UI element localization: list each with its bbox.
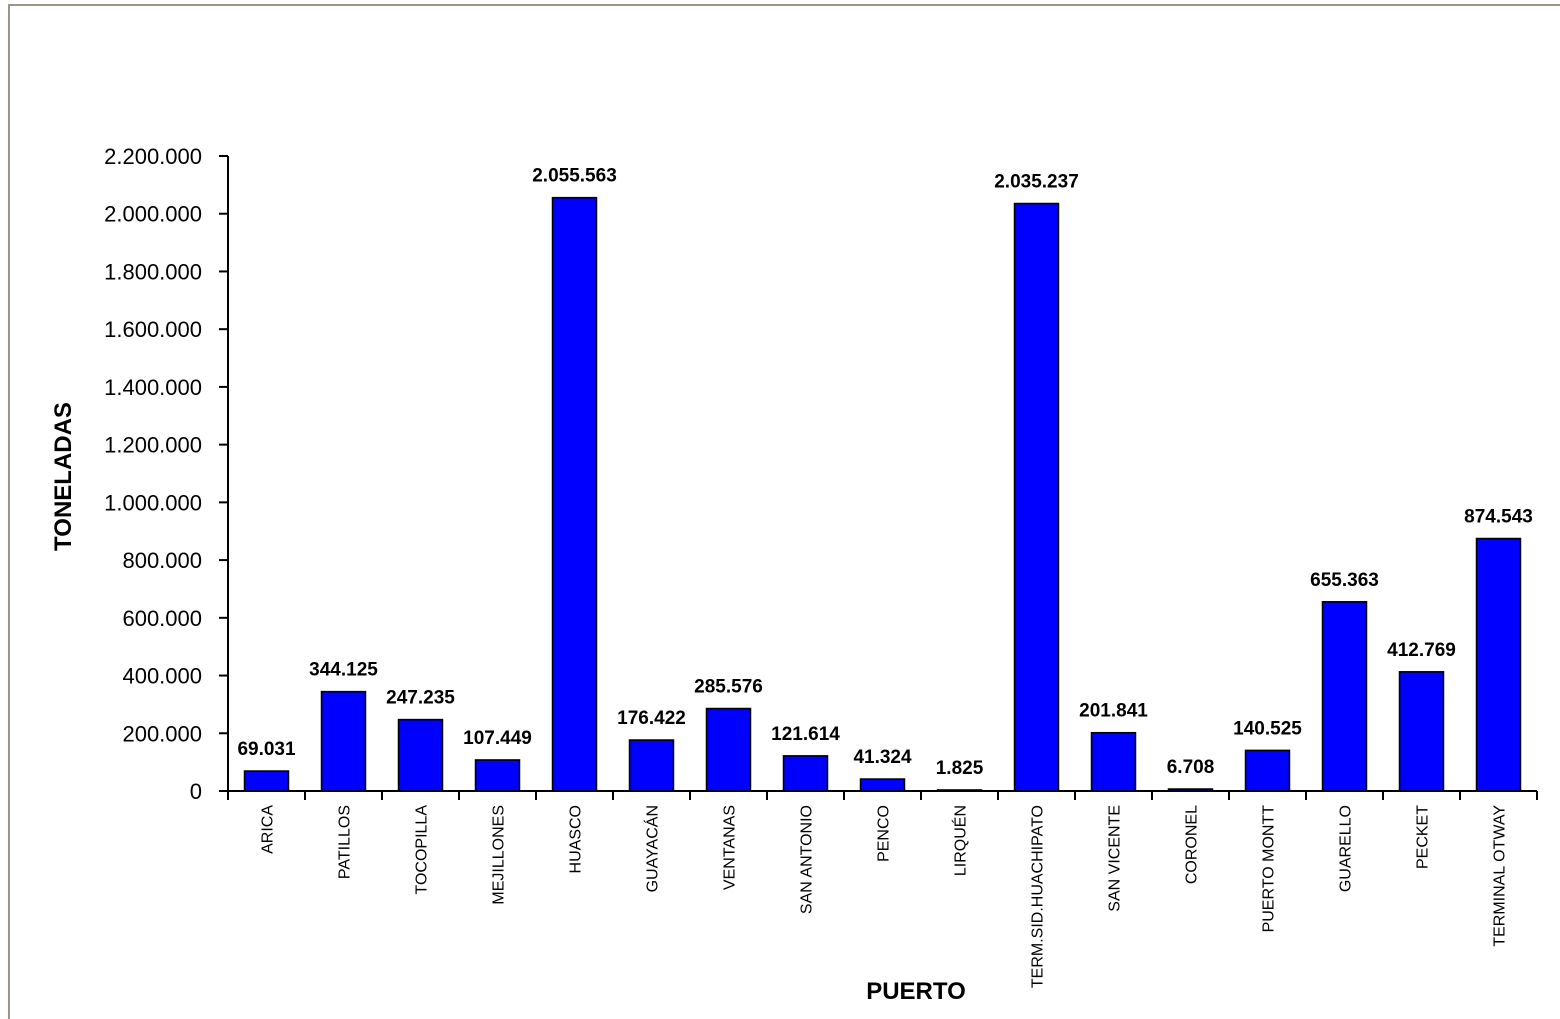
bar (705, 707, 752, 792)
data-label: 247.235 (386, 688, 455, 709)
data-label: 2.035.237 (994, 172, 1079, 193)
y-tick-label: 1.800.000 (104, 259, 202, 284)
y-tick-label: 0 (190, 779, 202, 804)
data-label: 655.363 (1310, 570, 1379, 591)
category-label: PUERTO MONTT (1261, 805, 1278, 933)
bar (936, 789, 983, 792)
category-label: GUAYACÁN (643, 805, 662, 892)
data-label: 107.449 (463, 728, 532, 749)
category-labels: ARICA PATILLOS TOCOPILLA MEJILLONES HUASCO GU… (260, 805, 1509, 988)
bar (1167, 788, 1214, 792)
y-axis: 0 200.000 400.000 600.000 800.000 1.000.000 1.… (104, 144, 229, 804)
bar (474, 759, 521, 792)
bar (397, 718, 444, 792)
y-tick-label: 1.600.000 (104, 317, 202, 342)
data-labels: 69.031 344.125 247.235 107.449 2.055.563 176.… (237, 166, 1532, 779)
y-tick-label: 1.000.000 (104, 490, 202, 515)
category-label: TOCOPILLA (414, 805, 431, 895)
bar (1321, 601, 1368, 792)
y-tick-label: 800.000 (122, 548, 202, 573)
category-label: MEJILLONES (491, 805, 508, 905)
bar (1398, 671, 1445, 792)
bar (320, 690, 367, 792)
bar (1013, 202, 1060, 792)
bar (1244, 749, 1291, 792)
bar (782, 755, 829, 792)
category-label: CORONEL (1184, 805, 1201, 884)
y-tick-label: 2.200.000 (104, 144, 202, 169)
data-label: 6.708 (1167, 757, 1215, 778)
y-tick-label: 400.000 (122, 664, 202, 689)
category-label: ARICA (260, 805, 277, 854)
bar (243, 770, 290, 792)
y-tick-label: 1.200.000 (104, 433, 202, 458)
category-label: PECKET (1415, 805, 1432, 869)
y-tick-label: 1.400.000 (104, 375, 202, 400)
data-label: 140.525 (1233, 718, 1302, 739)
data-label: 1.825 (936, 758, 984, 779)
data-label: 201.841 (1079, 701, 1148, 722)
bar (859, 778, 906, 792)
category-label: TERM.SID.HUACHIPATO (1030, 805, 1047, 988)
data-label: 41.324 (853, 747, 912, 768)
category-label: HUASCO (568, 805, 585, 873)
y-axis-title: TONELADAS (50, 402, 77, 551)
category-label: TERMINAL OTWAY (1492, 805, 1509, 947)
category-label: SAN VICENTE (1107, 805, 1124, 912)
category-label: PATILLOS (337, 805, 354, 879)
bar (1090, 731, 1137, 792)
data-label: 874.543 (1464, 507, 1533, 528)
category-label: VENTANAS (722, 805, 739, 890)
bar (628, 739, 675, 792)
x-axis-title: PUERTO (866, 978, 966, 1005)
data-label: 176.422 (617, 708, 686, 729)
data-label: 344.125 (309, 660, 378, 681)
data-label: 412.769 (1387, 640, 1456, 661)
y-tick-label: 2.000.000 (104, 202, 202, 227)
bars (243, 196, 1522, 792)
category-label: GUARELLO (1338, 805, 1355, 892)
category-label: LIRQUÉN (951, 805, 970, 876)
category-label: PENCO (876, 805, 893, 862)
bar (1475, 537, 1522, 792)
data-label: 285.576 (694, 677, 763, 698)
y-tick-label: 200.000 (122, 721, 202, 746)
x-axis (227, 790, 1538, 800)
bar (551, 196, 598, 792)
data-label: 121.614 (771, 724, 840, 745)
data-label: 69.031 (237, 739, 296, 760)
y-tick-label: 600.000 (122, 606, 202, 631)
data-label: 2.055.563 (532, 166, 617, 187)
category-label: SAN ANTONIO (799, 805, 816, 914)
chart-frame (8, 4, 1560, 1019)
